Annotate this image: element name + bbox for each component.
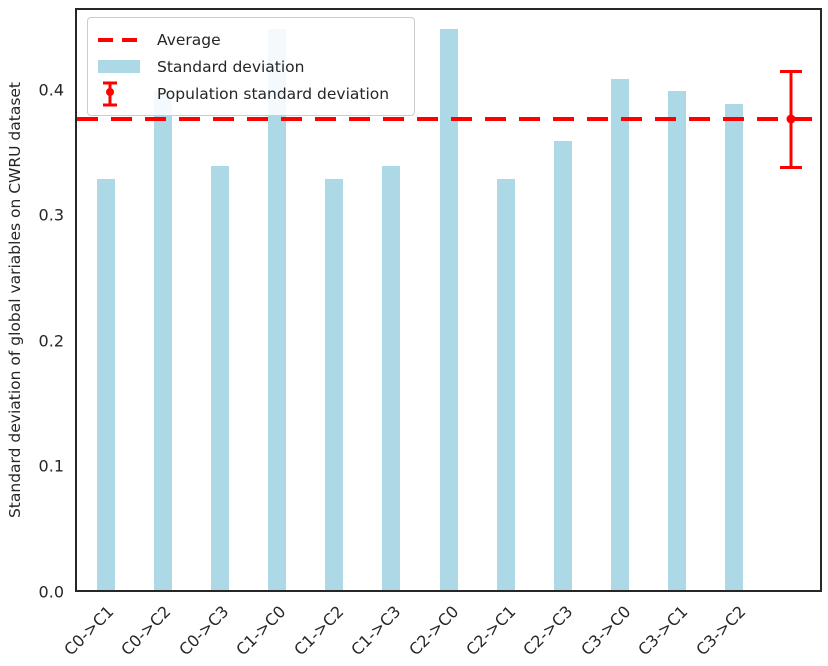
x-axis-ticks: C0->C1 C0->C2 C0->C3 C1->C0 C1->C2 C1->C3 C2->… (60, 596, 822, 666)
bar (610, 78, 629, 590)
bar (325, 178, 344, 590)
y-axis-ticks: 0.0 0.1 0.2 0.3 0.4 (0, 8, 64, 601)
legend: Average Standard deviation Population st… (87, 17, 415, 116)
x-tick-label: C0->C1 (59, 602, 118, 660)
x-tick-label: C3->C1 (634, 602, 692, 660)
legend-item-average: Average (98, 26, 404, 53)
y-tick-label: 0.1 (38, 456, 64, 476)
bar (210, 166, 229, 590)
bar (153, 91, 172, 590)
bar (268, 29, 287, 590)
bar (725, 103, 744, 590)
y-tick-label: 0.3 (38, 205, 64, 225)
legend-label: Average (157, 30, 221, 49)
legend-label: Population standard deviation (157, 84, 390, 103)
x-tick-label: C2->C3 (519, 602, 577, 660)
bar (382, 166, 401, 590)
x-tick-label: C1->C3 (347, 602, 405, 660)
bar-patch-icon (98, 60, 144, 73)
x-tick-label: C1->C0 (232, 602, 290, 660)
bar (96, 178, 115, 590)
population-std-errorbar (780, 69, 803, 170)
legend-item-population-std: Population standard deviation (98, 80, 404, 107)
average-line (77, 117, 820, 122)
x-tick-label: C2->C1 (462, 602, 520, 660)
bar (553, 141, 572, 590)
x-tick-label: C1->C2 (289, 602, 347, 660)
bar (439, 29, 458, 590)
y-tick-label: 0.4 (38, 80, 64, 100)
x-tick-label: C3->C0 (577, 602, 635, 660)
plot-area: Average Standard deviation Population st… (75, 8, 822, 592)
errorbar-icon (98, 81, 144, 107)
x-tick-label: C0->C2 (117, 602, 175, 660)
y-tick-label: 0.2 (38, 331, 64, 351)
x-tick-label: C0->C3 (174, 602, 233, 660)
errorbar-center-marker (786, 114, 796, 124)
dashed-line-icon (98, 37, 144, 43)
y-tick-label: 0.0 (38, 582, 64, 602)
errorbar-bottom-cap (780, 166, 803, 170)
bar (496, 178, 515, 590)
legend-label: Standard deviation (157, 57, 305, 76)
x-tick-label: C2->C0 (404, 602, 462, 660)
bar (668, 91, 687, 590)
x-tick-label: C3->C2 (692, 602, 750, 660)
legend-item-standard-deviation: Standard deviation (98, 53, 404, 80)
